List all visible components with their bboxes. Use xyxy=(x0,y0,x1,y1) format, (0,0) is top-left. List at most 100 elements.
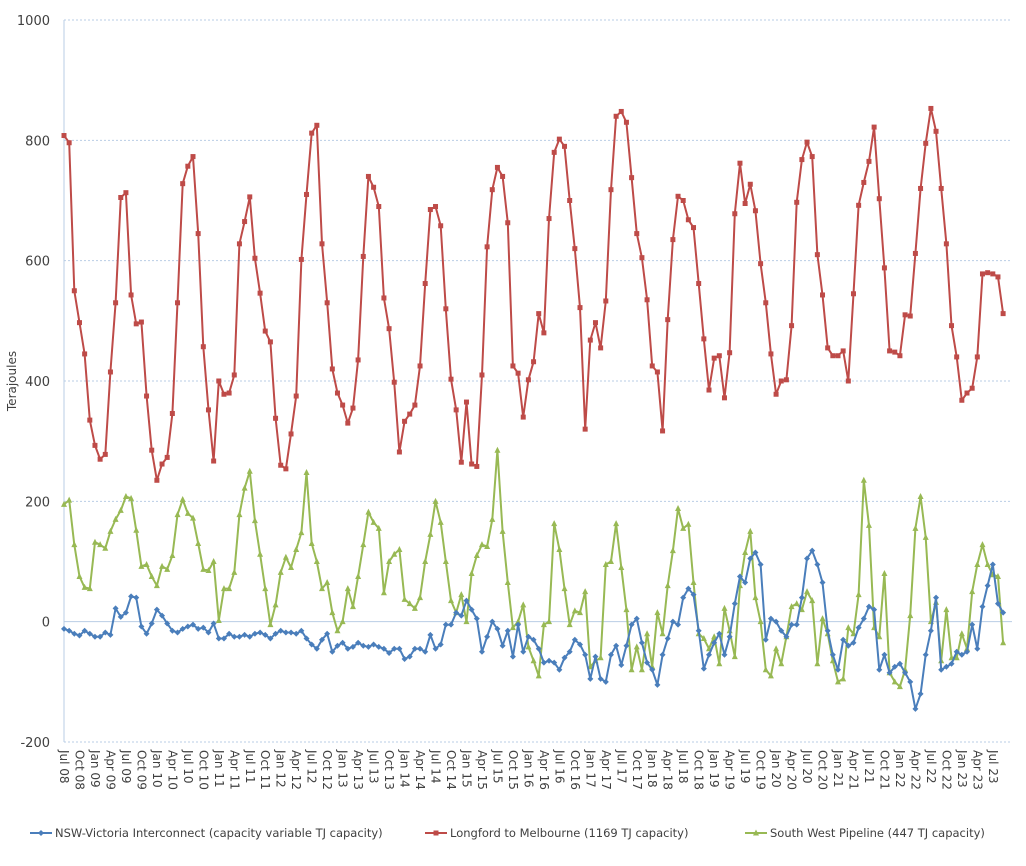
x-tick-label: Apr 11 xyxy=(227,750,241,790)
data-point-triangle xyxy=(876,633,883,640)
data-point-diamond xyxy=(370,641,377,648)
data-point-square xyxy=(453,407,459,413)
data-point-triangle xyxy=(257,550,264,557)
data-point-triangle xyxy=(835,678,841,685)
data-point-diamond xyxy=(86,630,93,637)
data-point-diamond xyxy=(700,665,707,672)
data-point-square xyxy=(613,113,619,119)
data-point-square xyxy=(979,271,985,277)
data-point-diamond xyxy=(592,653,599,660)
data-point-diamond xyxy=(896,660,903,667)
data-point-diamond xyxy=(195,625,202,632)
data-point-triangle xyxy=(339,618,346,625)
data-point-diamond xyxy=(943,663,950,670)
data-point-square xyxy=(752,208,758,214)
data-point-square xyxy=(711,355,717,361)
data-point-diamond xyxy=(262,631,269,638)
data-point-triangle xyxy=(324,579,331,586)
data-point-square xyxy=(92,442,98,448)
x-tick-label: Jan 10 xyxy=(150,749,164,788)
x-tick-label: Apr 21 xyxy=(846,750,860,790)
data-point-square xyxy=(195,231,201,237)
data-point-diamond xyxy=(324,630,331,637)
data-point-diamond xyxy=(422,648,429,655)
data-point-diamond xyxy=(277,627,284,634)
data-point-triangle xyxy=(855,591,862,598)
data-point-triangle xyxy=(71,541,78,548)
data-point-triangle xyxy=(881,570,888,577)
data-point-square xyxy=(814,252,820,258)
data-point-diamond xyxy=(427,631,434,638)
data-point-triangle xyxy=(334,627,341,634)
data-point-square xyxy=(278,462,284,468)
data-point-triangle xyxy=(251,517,258,524)
data-point-diamond xyxy=(66,627,73,634)
data-point-square xyxy=(881,265,887,271)
data-point-square xyxy=(407,411,413,417)
data-point-triangle xyxy=(174,511,181,518)
data-point-square xyxy=(897,353,903,359)
data-point-diamond xyxy=(577,641,583,648)
data-point-square xyxy=(809,154,815,160)
data-point-diamond xyxy=(829,651,836,658)
data-point-square xyxy=(758,261,764,267)
data-point-diamond xyxy=(819,579,826,586)
data-point-diamond xyxy=(607,651,614,658)
data-point-triangle xyxy=(489,515,496,522)
legend-item: NSW-Victoria Interconnect (capacity vari… xyxy=(30,826,383,840)
data-point-square xyxy=(252,255,258,261)
x-tick-label: Oct 18 xyxy=(692,750,706,790)
data-point-triangle xyxy=(860,476,867,483)
data-point-triangle xyxy=(850,630,857,637)
data-point-diamond xyxy=(184,623,191,630)
data-point-diamond xyxy=(509,653,516,660)
data-point-triangle xyxy=(618,564,625,571)
data-point-square xyxy=(912,250,918,256)
data-point-triangle xyxy=(845,624,852,631)
data-point-triangle xyxy=(979,541,986,548)
data-point-diamond xyxy=(757,561,764,568)
data-point-diamond xyxy=(303,635,310,642)
data-point-square xyxy=(995,274,1001,280)
data-point-square xyxy=(845,378,851,384)
data-point-square xyxy=(675,193,681,199)
data-point-triangle xyxy=(907,612,914,619)
data-point-square xyxy=(138,319,144,325)
data-point-diamond xyxy=(365,643,372,650)
data-point-triangle xyxy=(675,505,682,512)
data-point-triangle xyxy=(81,583,88,590)
data-point-square xyxy=(144,393,150,399)
series-line xyxy=(63,107,1005,482)
data-point-square xyxy=(959,397,965,403)
data-point-triangle xyxy=(133,526,140,533)
data-point-diamond xyxy=(97,633,104,640)
data-point-square xyxy=(907,313,913,319)
data-point-square xyxy=(474,463,480,469)
data-point-square xyxy=(66,140,72,146)
data-point-square xyxy=(128,292,134,298)
data-point-triangle xyxy=(344,585,351,592)
x-tick-label: Oct 12 xyxy=(320,750,334,790)
data-point-triangle xyxy=(195,539,202,546)
data-point-square xyxy=(696,281,702,287)
data-point-triangle xyxy=(659,630,666,637)
y-axis-label: Terajoules xyxy=(5,351,19,412)
data-point-square xyxy=(371,184,377,190)
data-point-triangle xyxy=(262,585,269,592)
data-point-square xyxy=(355,357,361,363)
x-tick-label: Jul 11 xyxy=(243,749,257,784)
data-point-triangle xyxy=(375,524,382,531)
x-tick-label: Apr 16 xyxy=(537,750,551,790)
data-point-square xyxy=(149,447,155,453)
data-point-diamond xyxy=(922,651,929,658)
data-point-diamond xyxy=(339,639,346,646)
data-point-diamond xyxy=(458,612,465,619)
data-point-diamond xyxy=(200,624,207,631)
data-point-diamond xyxy=(762,636,769,643)
data-point-square xyxy=(721,395,727,401)
data-point-triangle xyxy=(757,618,764,625)
data-point-diamond xyxy=(437,641,444,648)
data-point-diamond xyxy=(448,621,454,628)
data-point-triangle xyxy=(86,585,93,592)
